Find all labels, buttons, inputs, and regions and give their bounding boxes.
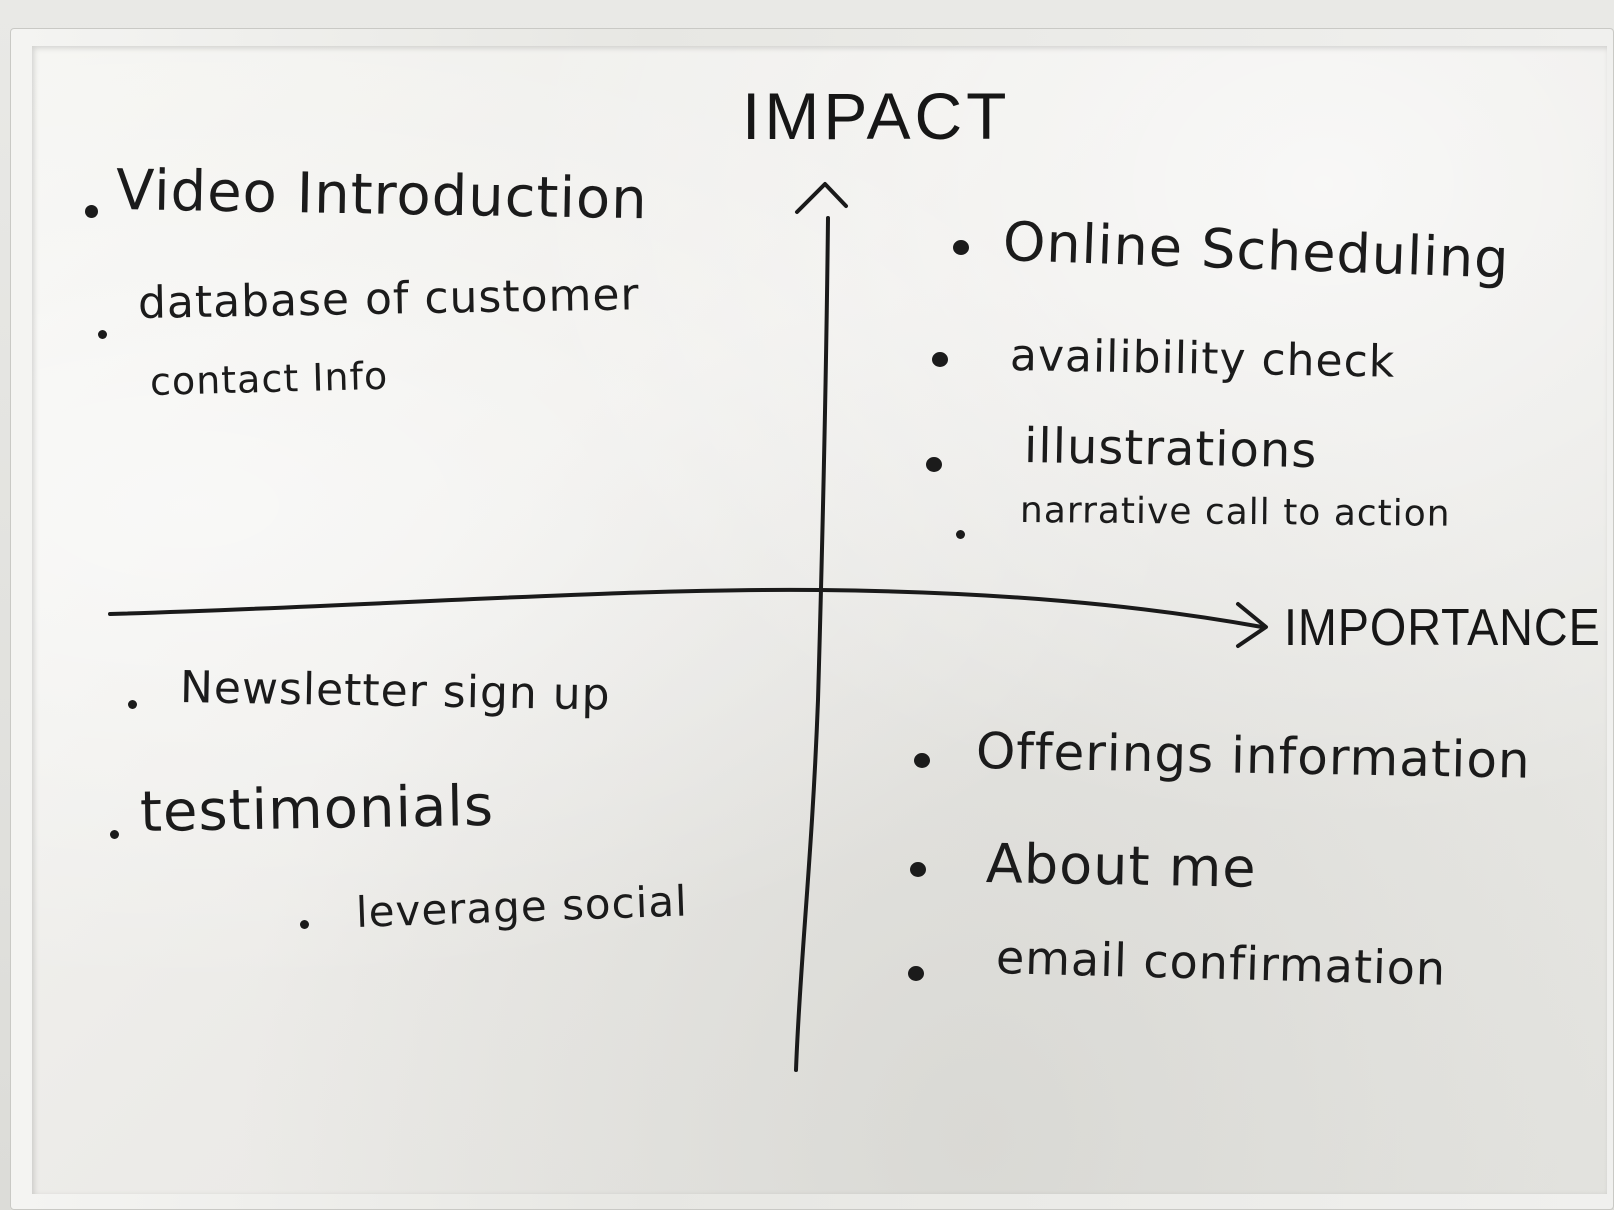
bullet-dot (956, 530, 965, 539)
note-testimonials: testimonials (139, 773, 495, 845)
bullet-dot (914, 753, 930, 768)
note-narrative-call-to-action: narrative call to action (1019, 490, 1451, 535)
axis-label-impact: IMPACT (742, 79, 1011, 153)
bullet-dot (98, 330, 107, 339)
bullet-dot (128, 700, 137, 709)
bullet-dot (953, 240, 969, 255)
bullet-dot (926, 457, 942, 472)
bullet-dot (110, 830, 119, 839)
bullet-dot (932, 352, 948, 367)
note-contact-info: contact Info (149, 353, 389, 404)
bullet-dot (908, 966, 924, 981)
note-newsletter-sign-up: Newsletter sign up (179, 662, 611, 721)
vertical-arrow-head (795, 182, 848, 214)
vertical-axis (794, 216, 830, 1072)
horizontal-axis (108, 587, 1264, 629)
note-database-of-customer: database of customer (137, 269, 640, 329)
axis-label-importance: IMPORTANCE (1284, 599, 1601, 657)
note-about-me: About me (985, 832, 1258, 900)
bullet-dot (85, 205, 98, 218)
horizontal-arrow-head (1236, 602, 1268, 648)
note-offerings-information: Offerings information (975, 722, 1532, 790)
note-video-introduction: Video Introduction (115, 158, 649, 233)
bullet-dot (910, 862, 926, 877)
bullet-dot (300, 920, 309, 929)
note-availability-check: availibility check (1009, 330, 1396, 388)
note-illustrations: illustrations (1023, 418, 1318, 480)
